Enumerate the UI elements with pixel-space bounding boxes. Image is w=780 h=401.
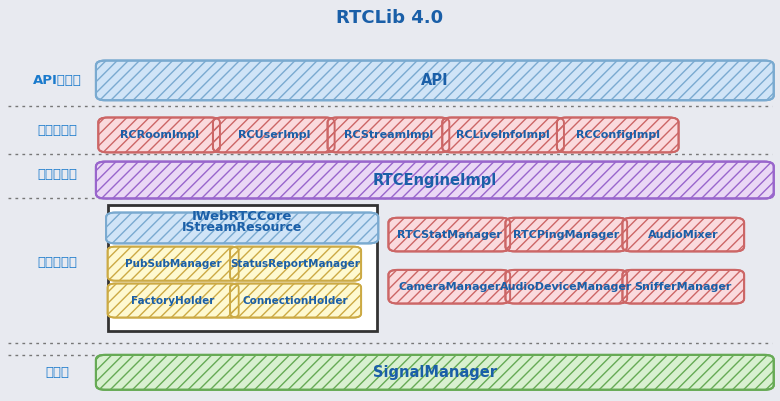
- Text: PubSubManager: PubSubManager: [125, 259, 222, 269]
- Text: SignalManager: SignalManager: [373, 365, 497, 380]
- Text: RTCStatManager: RTCStatManager: [397, 230, 502, 239]
- Text: RCRoomImpl: RCRoomImpl: [119, 130, 199, 140]
- FancyBboxPatch shape: [557, 117, 679, 152]
- FancyBboxPatch shape: [108, 284, 239, 318]
- Text: RTCLib 4.0: RTCLib 4.0: [336, 9, 444, 27]
- Text: 会话管理层: 会话管理层: [37, 168, 77, 181]
- FancyBboxPatch shape: [388, 218, 510, 251]
- Text: RTCEngineImpl: RTCEngineImpl: [373, 172, 497, 188]
- FancyBboxPatch shape: [230, 284, 361, 318]
- FancyBboxPatch shape: [96, 61, 774, 100]
- FancyBboxPatch shape: [96, 162, 774, 198]
- Text: IWebRTCCore: IWebRTCCore: [192, 210, 292, 223]
- Text: 信令层: 信令层: [45, 366, 69, 379]
- Text: RCLiveInfoImpl: RCLiveInfoImpl: [456, 130, 550, 140]
- Text: RCUserImpl: RCUserImpl: [238, 130, 310, 140]
- Text: ConnectionHolder: ConnectionHolder: [243, 296, 349, 306]
- Text: API: API: [421, 73, 448, 88]
- FancyBboxPatch shape: [505, 270, 627, 304]
- FancyBboxPatch shape: [106, 213, 378, 243]
- Text: IStreamResource: IStreamResource: [182, 221, 303, 235]
- FancyBboxPatch shape: [96, 355, 774, 390]
- FancyBboxPatch shape: [213, 117, 335, 152]
- Text: API接口层: API接口层: [33, 74, 81, 87]
- Text: AudioMixer: AudioMixer: [648, 230, 718, 239]
- Text: FactoryHolder: FactoryHolder: [132, 296, 215, 306]
- FancyBboxPatch shape: [108, 247, 239, 281]
- Text: AudioDeviceManager: AudioDeviceManager: [500, 282, 633, 292]
- FancyBboxPatch shape: [442, 117, 564, 152]
- FancyBboxPatch shape: [388, 270, 510, 304]
- Text: 基础组件层: 基础组件层: [37, 256, 77, 269]
- FancyBboxPatch shape: [98, 117, 220, 152]
- FancyBboxPatch shape: [328, 117, 449, 152]
- Text: RCConfigImpl: RCConfigImpl: [576, 130, 660, 140]
- Text: RCStreamImpl: RCStreamImpl: [344, 130, 433, 140]
- FancyBboxPatch shape: [505, 218, 627, 251]
- Text: CameraManager: CameraManager: [398, 282, 501, 292]
- FancyBboxPatch shape: [230, 247, 361, 281]
- Bar: [108, 205, 377, 331]
- FancyBboxPatch shape: [622, 270, 744, 304]
- Text: SnifferManager: SnifferManager: [635, 282, 732, 292]
- Text: RTCPingManager: RTCPingManager: [513, 230, 619, 239]
- FancyBboxPatch shape: [622, 218, 744, 251]
- Text: 数据模型层: 数据模型层: [37, 124, 77, 137]
- Text: StatusReportManager: StatusReportManager: [231, 259, 360, 269]
